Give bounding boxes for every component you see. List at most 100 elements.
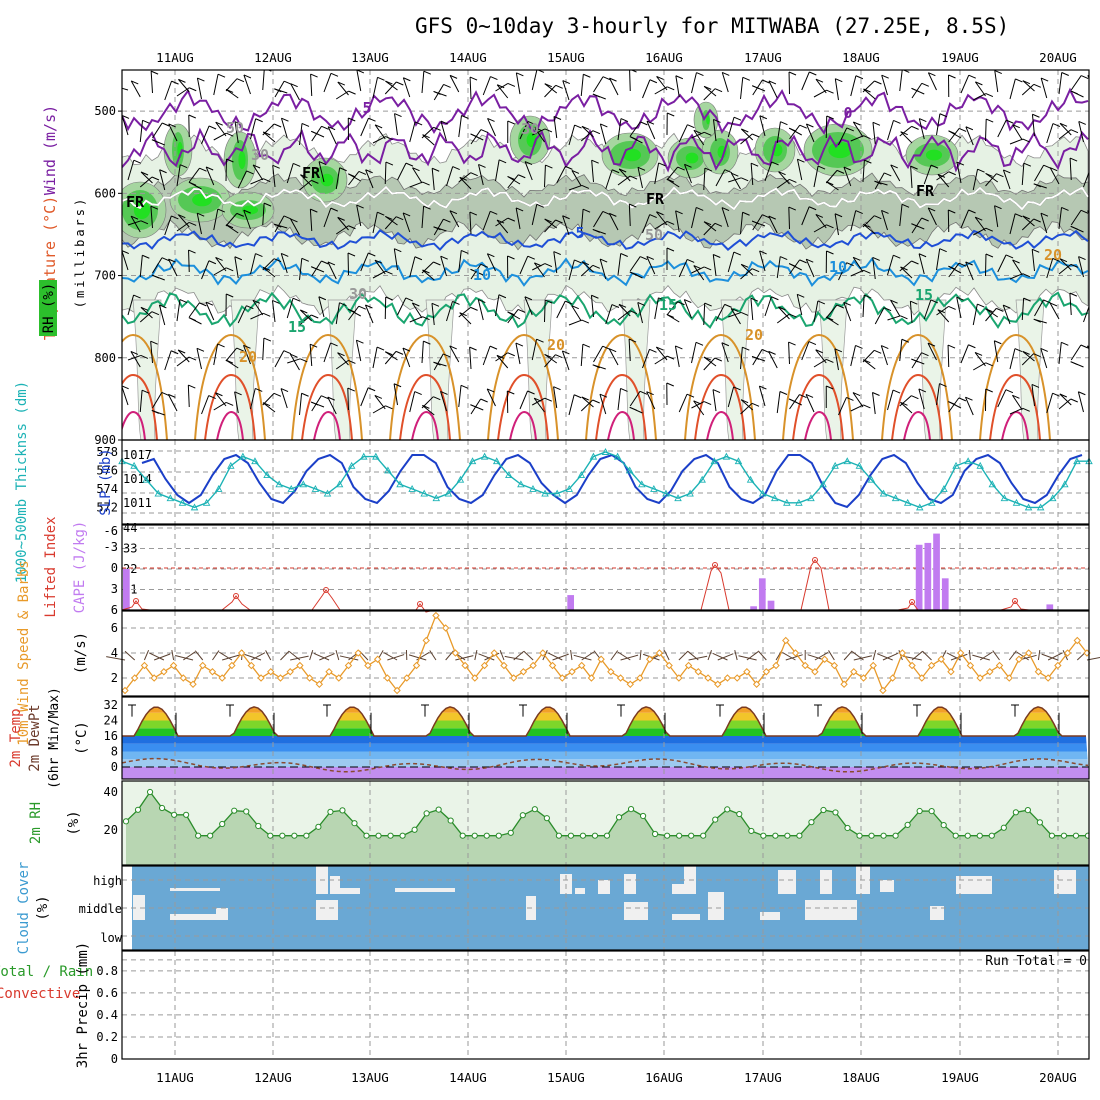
wind-barb-flag bbox=[234, 256, 243, 261]
wind-barb bbox=[568, 394, 575, 416]
wind-barb-flag bbox=[225, 402, 234, 406]
wind-barb-flag bbox=[799, 394, 807, 399]
wind-barb bbox=[936, 305, 949, 316]
wind-barb-flag bbox=[422, 269, 430, 274]
wind-barb bbox=[571, 170, 582, 187]
wind-barb-flag bbox=[581, 319, 590, 324]
wind10-barb bbox=[903, 655, 922, 661]
wind-barb-flag bbox=[675, 210, 683, 215]
temp-tick: 32 bbox=[104, 698, 118, 712]
wind-barb-flag bbox=[846, 396, 854, 401]
wind-barb-flag bbox=[768, 215, 776, 220]
wind10-barb bbox=[782, 652, 796, 661]
wind-barb bbox=[863, 223, 876, 235]
wind-barb-flag bbox=[863, 269, 871, 274]
wind10-barb bbox=[1016, 651, 1029, 661]
wind-barb bbox=[1046, 123, 1054, 144]
wind-barb bbox=[730, 172, 741, 190]
wind-barb-flag bbox=[721, 342, 730, 347]
wind-barb-flag bbox=[449, 74, 458, 79]
bottom-date-label: 18AUG bbox=[842, 1070, 880, 1085]
li-line bbox=[311, 589, 341, 611]
wind-barb-flag bbox=[496, 354, 505, 359]
wind-barb bbox=[122, 250, 129, 271]
wind-barb-flag bbox=[422, 404, 430, 409]
cape-panel-frame bbox=[121, 524, 1090, 611]
wind-barb-flag bbox=[263, 202, 272, 207]
wind-barb-flag bbox=[217, 73, 226, 78]
wind-barb bbox=[642, 349, 650, 369]
wind10-barb bbox=[992, 650, 1000, 661]
wind-barb-flag bbox=[301, 257, 309, 262]
wind10-marker bbox=[587, 674, 596, 682]
precip-tick: 0.2 bbox=[96, 1030, 118, 1044]
wind-barb-flag bbox=[873, 349, 882, 354]
wind-barb bbox=[972, 169, 979, 191]
wind-barb-flag bbox=[994, 340, 1002, 345]
wind-barb-flag bbox=[309, 343, 318, 348]
wind-barb bbox=[629, 70, 631, 92]
wind-barb-flag bbox=[385, 136, 393, 141]
rh-marker bbox=[207, 832, 214, 839]
wind-barb bbox=[495, 83, 509, 92]
wind-barb bbox=[469, 347, 472, 370]
cloud-units: (%) bbox=[35, 895, 51, 920]
wind-barb bbox=[393, 383, 398, 406]
wind-barb-flag bbox=[272, 299, 280, 304]
rh-marker bbox=[892, 832, 899, 839]
wind-barb bbox=[421, 71, 425, 94]
thickness-marker bbox=[263, 471, 271, 479]
wind-barb-flag bbox=[742, 211, 750, 216]
rh-vertical-bands bbox=[132, 299, 1045, 440]
wind-barb bbox=[805, 259, 815, 278]
rh-blob-core bbox=[320, 173, 334, 187]
purple-isotherm bbox=[122, 127, 1089, 173]
wind10-marker bbox=[607, 668, 615, 676]
wind10-marker bbox=[908, 661, 916, 670]
wind-barb-flag bbox=[611, 304, 620, 309]
thickness-marker bbox=[698, 475, 706, 483]
wind10-marker bbox=[966, 661, 975, 670]
legend-rh-swatch bbox=[39, 280, 57, 336]
wind10-marker bbox=[743, 668, 751, 676]
wind-barb-flag bbox=[347, 387, 356, 392]
wind-barb-flag bbox=[301, 122, 310, 127]
wind-barb-flag bbox=[469, 76, 478, 81]
pressure-tick: 500 bbox=[94, 104, 116, 118]
wind-barb bbox=[562, 80, 570, 101]
wind-barb bbox=[299, 179, 312, 191]
wind-barb-flag bbox=[826, 89, 834, 94]
bottom-date-label: 19AUG bbox=[941, 1070, 979, 1085]
wind-barb-flag bbox=[199, 302, 207, 307]
isotherm-30 bbox=[1001, 410, 1029, 440]
wind-barb-flag bbox=[480, 129, 489, 134]
wind-barb-flag bbox=[1061, 206, 1069, 211]
wind-barb bbox=[985, 308, 997, 322]
wind-barb-flag bbox=[863, 404, 871, 409]
wind-barb-flag bbox=[863, 294, 872, 299]
wind-barb-flag bbox=[197, 77, 205, 82]
wind-barb bbox=[654, 297, 659, 320]
wind-barb-flag bbox=[179, 299, 188, 304]
rh-marker bbox=[255, 822, 262, 830]
wind-barb bbox=[440, 256, 447, 277]
thickness-marker bbox=[154, 489, 163, 497]
wind-barb-flag bbox=[714, 357, 723, 362]
wind-barb-flag bbox=[721, 207, 730, 212]
wind-barb bbox=[899, 70, 903, 92]
rh-blob-core bbox=[623, 148, 641, 162]
rh-marker bbox=[700, 832, 707, 839]
wind-barb bbox=[703, 221, 717, 232]
wind-barb bbox=[646, 391, 656, 410]
wind-barb bbox=[533, 397, 545, 413]
wind-barb-flag bbox=[704, 302, 712, 307]
temp-band bbox=[122, 720, 1089, 729]
wind-barb bbox=[372, 346, 378, 369]
wind-barb bbox=[196, 213, 202, 235]
wind10-barb bbox=[219, 651, 233, 661]
wind-barb-flag bbox=[759, 385, 767, 390]
wind-barb bbox=[482, 345, 491, 366]
wind-barb-flag bbox=[1022, 350, 1030, 355]
rh-marker bbox=[158, 804, 166, 812]
wind-barb-flag bbox=[872, 121, 881, 126]
